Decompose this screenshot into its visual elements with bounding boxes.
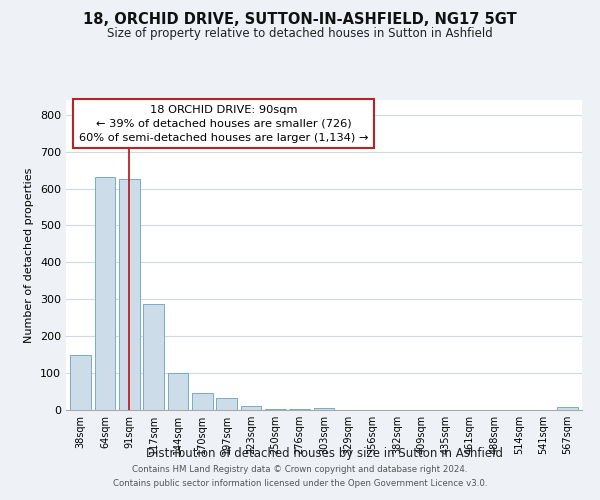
Bar [70, 356, 91, 410]
Bar [167, 372, 188, 410]
Bar [119, 178, 140, 410]
Bar [557, 408, 578, 410]
Text: 18 ORCHID DRIVE: 90sqm
← 39% of detached houses are smaller (726)
60% of semi-de: 18 ORCHID DRIVE: 90sqm ← 39% of detached… [79, 104, 368, 142]
Text: Size of property relative to detached houses in Sutton in Ashfield: Size of property relative to detached ho… [107, 28, 493, 40]
Bar [265, 408, 286, 410]
Bar [289, 408, 310, 410]
Bar [143, 304, 164, 410]
Bar [95, 177, 115, 410]
Bar [192, 393, 212, 410]
Text: Distribution of detached houses by size in Sutton in Ashfield: Distribution of detached houses by size … [146, 448, 503, 460]
Y-axis label: Number of detached properties: Number of detached properties [25, 168, 34, 342]
Text: Contains HM Land Registry data © Crown copyright and database right 2024.
Contai: Contains HM Land Registry data © Crown c… [113, 466, 487, 487]
Bar [216, 398, 237, 410]
Bar [314, 408, 334, 410]
Text: 18, ORCHID DRIVE, SUTTON-IN-ASHFIELD, NG17 5GT: 18, ORCHID DRIVE, SUTTON-IN-ASHFIELD, NG… [83, 12, 517, 28]
Bar [241, 406, 262, 410]
